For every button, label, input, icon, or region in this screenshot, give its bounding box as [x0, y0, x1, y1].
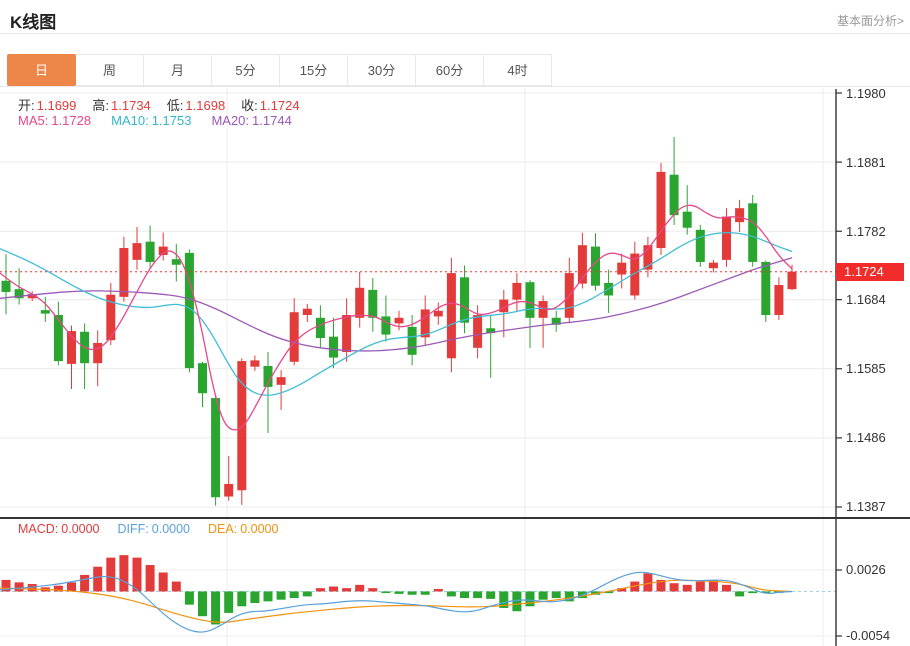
close-readout: 收: 1.1724	[241, 98, 300, 113]
macd-tick-label: 0.0026	[846, 562, 886, 577]
tab-day[interactable]: 日	[7, 54, 76, 86]
macd-legend: MACD: 0.0000 DIFF: 0.0000 DEA: 0.0000	[18, 522, 278, 536]
y-tick-label: 1.1585	[846, 361, 886, 376]
y-tick-label: 1.1684	[846, 292, 886, 307]
y-tick-label: 1.1387	[846, 499, 886, 514]
header-divider	[0, 33, 910, 34]
ohlc-legend: 开: 1.1699 高: 1.1734 低: 1.1698 收: 1.1724	[18, 95, 300, 114]
fundamental-analysis-link[interactable]: 基本面分析>	[836, 14, 904, 28]
ma20-readout: MA20: 1.1744	[211, 113, 292, 128]
ma10-readout: MA10: 1.1753	[111, 113, 192, 128]
page-title: K线图	[10, 13, 57, 32]
tab-4hour[interactable]: 4时	[483, 54, 552, 86]
y-tick-label: 1.1881	[846, 155, 886, 170]
tab-5min[interactable]: 5分	[211, 54, 280, 86]
ma-legend: MA5: 1.1728 MA10: 1.1753 MA20: 1.1744	[18, 113, 292, 128]
low-readout: 低: 1.1698	[166, 98, 226, 113]
tab-60min[interactable]: 60分	[415, 54, 484, 86]
tab-15min[interactable]: 15分	[279, 54, 348, 86]
diff-readout: DIFF: 0.0000	[117, 522, 190, 536]
open-readout: 开: 1.1699	[18, 98, 77, 113]
dea-readout: DEA: 0.0000	[208, 522, 279, 536]
high-readout: 高: 1.1734	[92, 98, 151, 113]
y-tick-label: 1.1980	[846, 86, 886, 101]
tab-30min[interactable]: 30分	[347, 54, 416, 86]
macd-readout: MACD: 0.0000	[18, 522, 100, 536]
tab-month[interactable]: 月	[143, 54, 212, 86]
last-price-tag: 1.1724	[836, 263, 904, 281]
ma5-readout: MA5: 1.1728	[18, 113, 92, 128]
interval-tabbar: 日 周 月 5分 15分 30分 60分 4时	[7, 54, 552, 86]
macd-tick-label: -0.0054	[846, 628, 891, 643]
y-tick-label: 1.1782	[846, 224, 886, 239]
y-tick-label: 1.1486	[846, 430, 886, 445]
tabbar-underline	[0, 86, 910, 87]
